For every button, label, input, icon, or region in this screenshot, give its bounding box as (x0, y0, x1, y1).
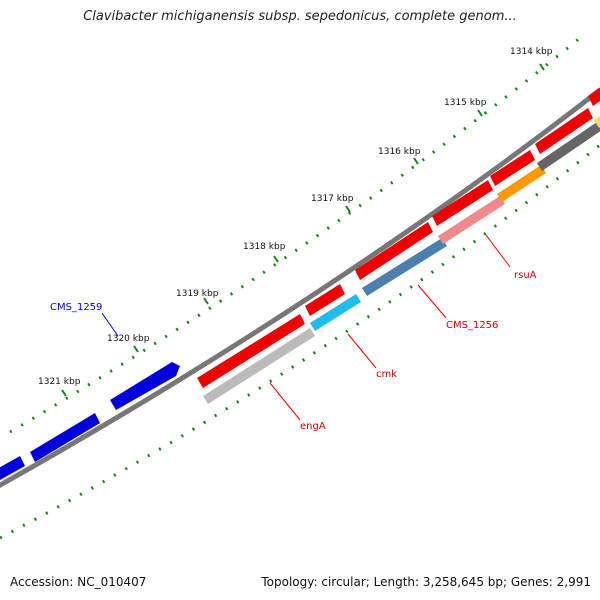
band-cms1256 (362, 238, 447, 296)
leader-cms1256 (417, 284, 447, 319)
band-yellow (594, 116, 600, 128)
outer-ruler: 1314 kbp 1315 kbp 1316 kbp 1317 kbp 1318… (9, 36, 581, 434)
gene-label-rsuA[interactable]: rsuA (514, 270, 537, 281)
tick-mark-1314 (539, 63, 545, 71)
leader-engA (269, 382, 301, 421)
accession-text: Accession: NC_010407 (10, 575, 147, 589)
leader-cmk (347, 333, 377, 369)
backbone-line (0, 88, 600, 489)
gene-arrow-red-6 (535, 108, 593, 154)
forward-strand-genes (0, 87, 600, 480)
gene-arrow-red-engA (197, 314, 305, 388)
map-title: Clavibacter michiganensis subsp. sepedon… (83, 9, 517, 24)
tick-mark-1317 (345, 205, 351, 213)
tick-label-1319: 1319 kbp (176, 289, 219, 299)
band-engA (203, 328, 315, 404)
gene-arrow-red-rsuA (432, 180, 493, 226)
gene-arrow-red-cmk (305, 284, 345, 316)
leader-cms1259 (101, 312, 119, 337)
gene-arrow-blue-2 (30, 413, 100, 462)
band-dark (537, 122, 600, 171)
tick-label-1314: 1314 kbp (510, 47, 553, 57)
leader-rsuA (485, 234, 511, 268)
tick-mark-1315 (477, 109, 483, 117)
band-rsuA (438, 196, 505, 244)
leader-lines (101, 234, 511, 421)
band-cmk (310, 294, 361, 331)
tick-mark-1316 (413, 157, 419, 165)
tick-mark-1318 (273, 255, 279, 263)
gene-label-cms1256[interactable]: CMS_1256 (446, 320, 498, 331)
tick-mark-1321 (61, 389, 67, 397)
gene-label-engA[interactable]: engA (300, 421, 326, 432)
gene-arrow-red-7 (588, 87, 600, 106)
tick-label-1317: 1317 kbp (311, 194, 354, 204)
gene-arrow-blue-3 (110, 362, 180, 410)
gene-arrow-red-5 (490, 150, 535, 186)
feature-bands (203, 116, 600, 404)
tick-label-1320: 1320 kbp (107, 334, 150, 344)
tick-label-1318: 1318 kbp (243, 242, 286, 252)
gene-arrow-blue-1 (0, 456, 25, 480)
gene-label-cms1259[interactable]: CMS_1259 (50, 302, 102, 313)
tick-mark-1319 (203, 297, 209, 305)
tick-label-1321: 1321 kbp (38, 377, 81, 387)
tick-label-1316: 1316 kbp (378, 147, 421, 157)
genome-summary-text: Topology: circular; Length: 3,258,645 bp… (261, 575, 591, 589)
band-orange (497, 165, 546, 202)
gene-arrow-red-cms1256 (355, 222, 433, 280)
outer-ruler-dots (9, 36, 581, 434)
gene-label-cmk[interactable]: cmk (376, 369, 397, 380)
tick-mark-1320 (133, 345, 139, 353)
tick-label-1315: 1315 kbp (444, 98, 487, 108)
